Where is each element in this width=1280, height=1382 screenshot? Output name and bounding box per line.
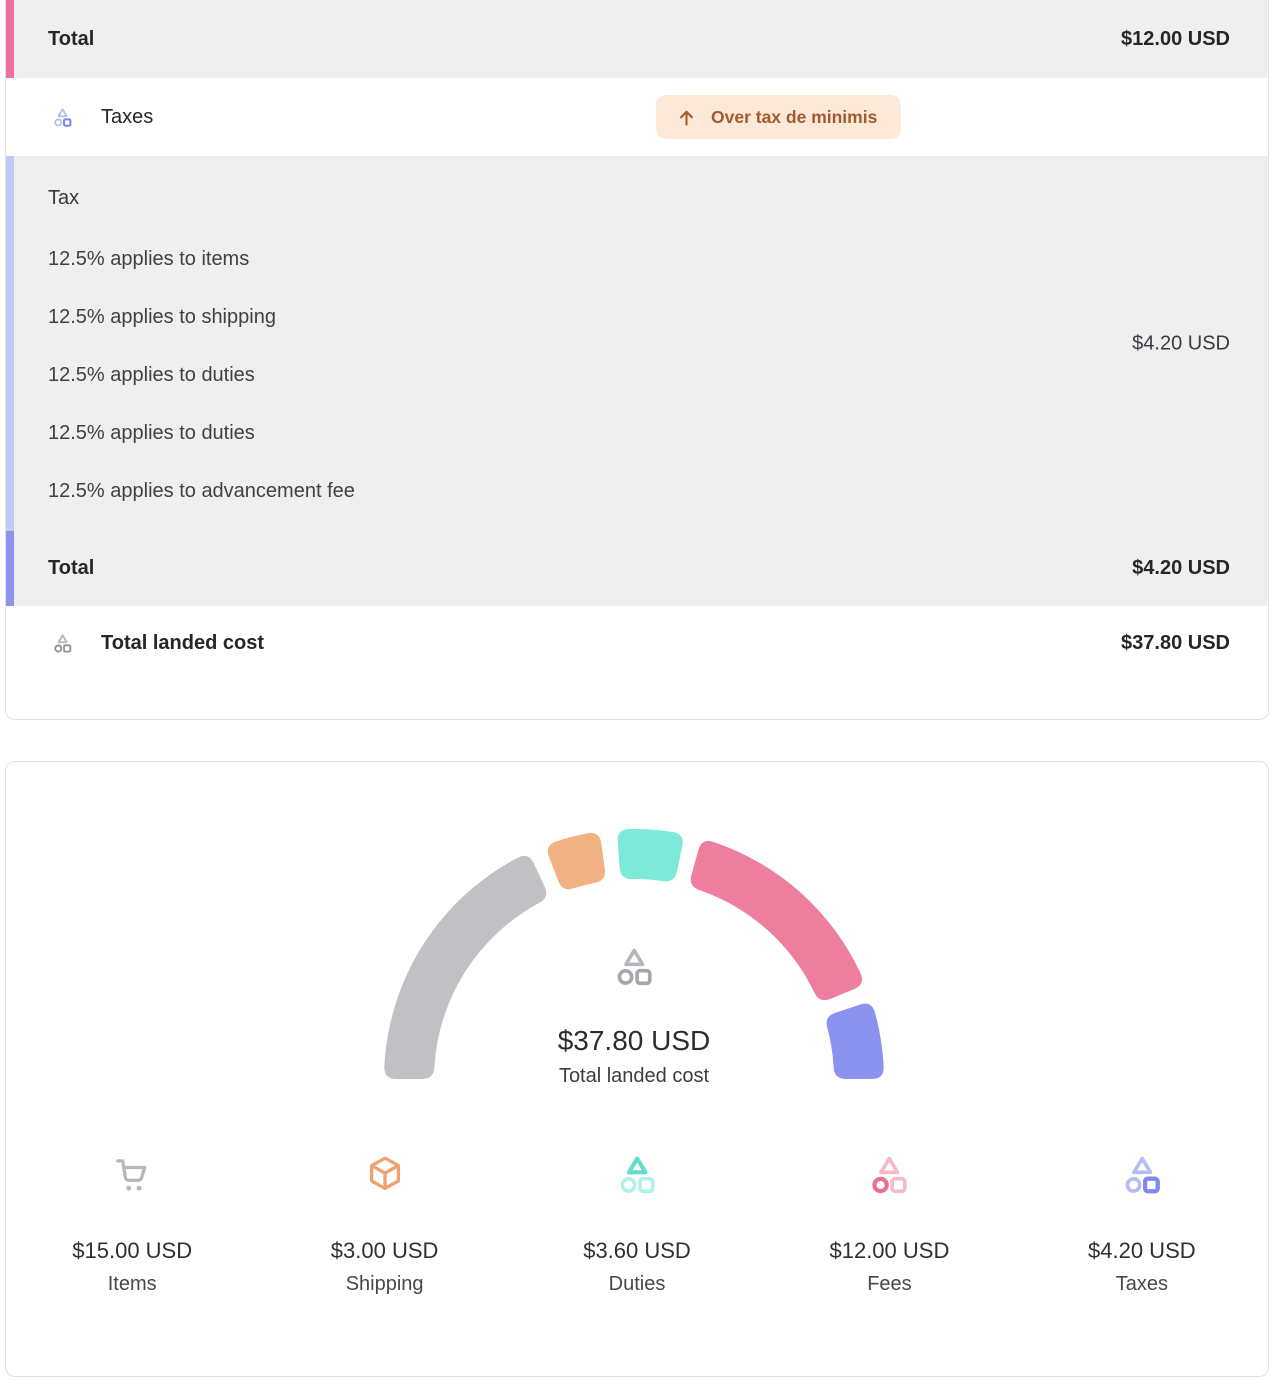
taxes-row-label: Taxes <box>101 105 154 128</box>
triangle-icon <box>626 1156 648 1175</box>
tax-rule-line: 12.5% applies to duties <box>48 364 255 386</box>
landed-cost-value: $37.80 USD <box>1121 632 1230 654</box>
badge-text: Over tax de minimis <box>711 106 878 127</box>
gauge-chart: $37.80 USD Total landed cost <box>6 762 1268 1102</box>
taxes-shapes-icon <box>54 107 72 127</box>
legend-value: $3.60 USD <box>583 1238 691 1263</box>
triangle-icon <box>1131 1156 1153 1175</box>
legend-item-shipping: $3.00 USD Shipping <box>258 1152 510 1296</box>
legend-item-items: $15.00 USD Items <box>6 1152 258 1296</box>
circle-icon <box>1125 1177 1142 1193</box>
tax-details-heading: Tax <box>48 187 80 209</box>
legend-value: $15.00 USD <box>72 1238 193 1263</box>
tax-details-section: Tax 12.5% applies to items 12.5% applies… <box>6 156 1268 531</box>
over-de-minimis-badge: Over tax de minimis <box>656 95 902 139</box>
tax-total-label: Total <box>48 557 95 579</box>
landed-cost-shapes-icon <box>54 634 72 653</box>
legend-value: $12.00 USD <box>829 1238 950 1263</box>
legend-label: Items <box>107 1273 157 1295</box>
arrow-up-icon <box>680 110 693 126</box>
gauge-segment-taxes <box>826 1003 884 1079</box>
square-icon <box>890 1176 907 1194</box>
square-icon <box>638 1176 655 1194</box>
fees-total-label: Total <box>48 28 95 50</box>
gauge-arc-segments <box>384 828 884 1079</box>
chart-legend: $15.00 USD Items $3.00 USD Shipping $3.6… <box>6 1152 1268 1296</box>
fees-total-row: Total $12.00 USD <box>6 0 1268 78</box>
legend-item-duties: $3.60 USD Duties <box>511 1152 763 1296</box>
square-icon <box>63 644 72 653</box>
package-box-icon <box>369 1156 400 1191</box>
duties-shapes-icon <box>620 1156 655 1194</box>
gauge-center-label: Total landed cost <box>558 1065 710 1087</box>
gauge-segment-fees <box>690 841 863 1001</box>
triangle-icon <box>57 107 68 117</box>
landed-cost-label: Total landed cost <box>101 632 264 654</box>
tax-subtotal-value: $4.20 USD <box>1132 332 1230 354</box>
legend-value: $3.00 USD <box>330 1238 439 1263</box>
gauge-segment-items <box>384 855 547 1079</box>
taxes-row[interactable]: Taxes Over tax de minimis <box>6 78 1268 156</box>
circle-icon <box>620 1177 637 1193</box>
tax-total-row: Total $4.20 USD <box>6 531 1268 606</box>
tax-rule-line: 12.5% applies to duties <box>48 422 255 444</box>
legend-item-fees: $12.00 USD Fees <box>763 1152 1015 1296</box>
triangle-icon <box>57 634 68 644</box>
fees-accent-bar <box>6 0 14 78</box>
square-icon <box>635 968 652 986</box>
tax-total-accent-bar <box>6 531 14 606</box>
square-icon <box>62 117 72 127</box>
legend-label: Shipping <box>345 1273 424 1295</box>
tax-details-accent-bar <box>6 156 14 531</box>
legend-item-taxes: $4.20 USD Taxes <box>1016 1152 1268 1296</box>
tax-rule-line: 12.5% applies to advancement fee <box>48 480 355 502</box>
circle-icon <box>54 118 63 126</box>
circle-icon <box>54 644 63 653</box>
landed-cost-chart-card: $37.80 USD Total landed cost $15.00 USD … <box>5 761 1269 1377</box>
triangle-icon <box>879 1156 900 1175</box>
legend-label: Duties <box>608 1273 666 1295</box>
fees-shapes-icon <box>872 1156 907 1194</box>
fees-total-value: $12.00 USD <box>1121 28 1230 50</box>
landed-cost-shapes-icon <box>617 948 652 986</box>
circle-icon <box>872 1176 890 1194</box>
tax-rule-line: 12.5% applies to items <box>48 248 250 270</box>
tax-total-value: $4.20 USD <box>1132 557 1230 579</box>
cart-icon <box>116 1159 147 1191</box>
gauge-center-value: $37.80 USD <box>557 1025 711 1056</box>
total-landed-cost-row: Total landed cost $37.80 USD <box>6 606 1268 719</box>
gauge-segment-shipping <box>547 833 606 890</box>
taxes-shapes-icon <box>1125 1156 1160 1194</box>
legend-label: Fees <box>867 1273 912 1295</box>
cost-summary-card: Total $12.00 USD Taxes Over tax de minim… <box>5 0 1269 720</box>
legend-label: Taxes <box>1115 1273 1168 1295</box>
tax-rule-line: 12.5% applies to shipping <box>48 306 276 328</box>
legend-value: $4.20 USD <box>1088 1238 1196 1263</box>
triangle-icon <box>624 948 645 967</box>
square-icon <box>1142 1176 1160 1194</box>
circle-icon <box>617 969 634 985</box>
gauge-segment-duties <box>617 828 683 882</box>
